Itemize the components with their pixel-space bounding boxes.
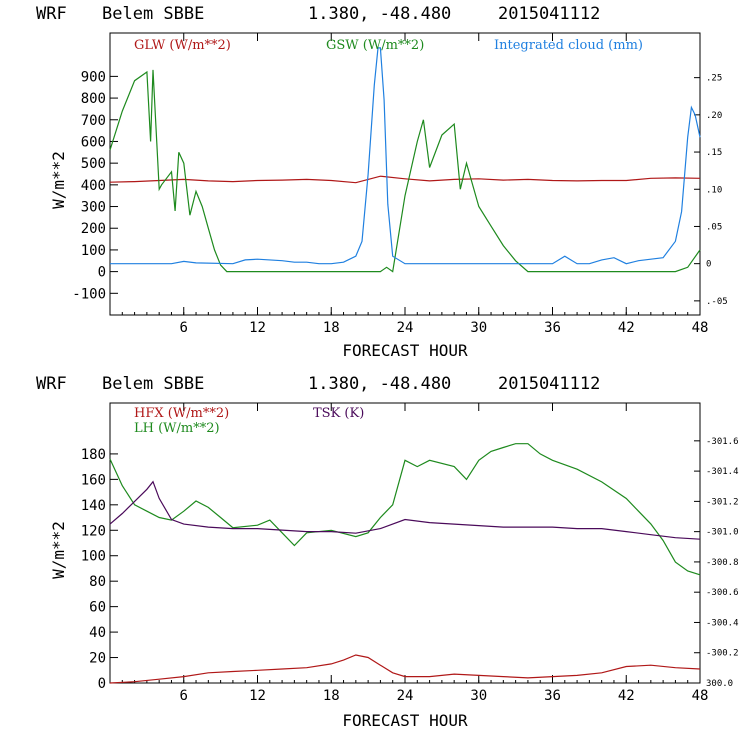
y-tick-label: 80 bbox=[89, 574, 106, 590]
panel1-ylabel: W/m**2 bbox=[49, 151, 68, 209]
y-tick-label: 100 bbox=[81, 549, 106, 565]
y-tick-label: 700 bbox=[81, 113, 106, 129]
plot-frame bbox=[109, 32, 701, 316]
y-tick-label: 200 bbox=[81, 221, 106, 237]
panel2-header: WRF Belem SBBE 1.380, -48.480 2015041112 bbox=[36, 374, 600, 394]
legend-lh: LH (W/m**2) bbox=[134, 421, 220, 436]
legend-hfx: HFX (W/m**2) bbox=[134, 406, 229, 421]
panel2-xlabel: FORECAST HOUR bbox=[342, 711, 468, 730]
panel1-legend: GLW (W/m**2) GSW (W/m**2) Integrated clo… bbox=[134, 38, 643, 53]
right-y-tick-label: -301.4 bbox=[706, 467, 739, 477]
y-tick-label: 400 bbox=[81, 178, 106, 194]
x-tick-label: 18 bbox=[323, 320, 340, 336]
legend-glw: GLW (W/m**2) bbox=[134, 38, 231, 53]
x-tick-label: 24 bbox=[397, 688, 414, 704]
y-tick-label: 20 bbox=[89, 651, 106, 667]
x-tick-label: 18 bbox=[323, 688, 340, 704]
x-tick-label: 42 bbox=[618, 320, 635, 336]
right-y-tick-label: .10 bbox=[706, 185, 722, 195]
x-tick-label: 36 bbox=[544, 688, 561, 704]
right-y-tick-label: -301.0 bbox=[706, 528, 739, 538]
panel1-header: WRF Belem SBBE 1.380, -48.480 2015041112 bbox=[36, 4, 600, 24]
legend-gsw: GSW (W/m**2) bbox=[326, 38, 424, 53]
right-y-tick-label: .15 bbox=[706, 148, 722, 158]
panel1-coords: 1.380, -48.480 bbox=[308, 4, 451, 24]
series-line-1-1 bbox=[109, 69, 701, 273]
right-y-tick-label: .05 bbox=[706, 222, 722, 232]
panel1-model: WRF bbox=[36, 4, 67, 24]
x-tick-label: 12 bbox=[249, 320, 266, 336]
panel2-ylabel: W/m**2 bbox=[49, 521, 68, 579]
right-y-tick-label: -300.4 bbox=[706, 618, 739, 628]
y-tick-label: -100 bbox=[72, 286, 106, 302]
y-tick-label: 800 bbox=[81, 91, 106, 107]
y-tick-label: 300 bbox=[81, 200, 106, 216]
y-tick-label: 600 bbox=[81, 134, 106, 150]
series-line-1-0 bbox=[109, 175, 701, 184]
right-y-tick-label: -300.2 bbox=[706, 649, 739, 659]
legend-integrated-cloud: Integrated cloud (mm) bbox=[494, 38, 643, 53]
x-tick-label: 24 bbox=[397, 320, 414, 336]
right-y-tick-label: -300.6 bbox=[706, 588, 739, 598]
panel2-station: Belem SBBE bbox=[102, 374, 204, 394]
right-y-tick-label: .-05 bbox=[706, 297, 728, 307]
x-tick-label: 6 bbox=[180, 320, 188, 336]
legend-tsk: TSK (K) bbox=[313, 406, 364, 421]
y-tick-label: 180 bbox=[81, 447, 106, 463]
right-y-tick-label: -300.8 bbox=[706, 558, 739, 568]
series-line-2-0 bbox=[109, 654, 701, 684]
y-tick-label: 0 bbox=[98, 676, 106, 692]
right-y-tick-label: -301.6 bbox=[706, 437, 739, 447]
panel2-model: WRF bbox=[36, 374, 67, 394]
series-line-1-2 bbox=[110, 47, 701, 265]
panel2-date: 2015041112 bbox=[498, 374, 600, 394]
x-tick-label: 30 bbox=[470, 688, 487, 704]
y-tick-label: 0 bbox=[98, 265, 106, 281]
y-tick-label: 100 bbox=[81, 243, 106, 259]
x-tick-label: 48 bbox=[692, 688, 709, 704]
x-tick-label: 48 bbox=[692, 320, 709, 336]
y-tick-label: 40 bbox=[89, 625, 106, 641]
right-y-tick-label: -301.2 bbox=[706, 497, 739, 507]
panel2-chart: 6 12 18 24 30 36 42 48 0 20 40 60 80 100 120 140 160 180 3… bbox=[81, 402, 739, 704]
y-tick-label: 120 bbox=[81, 523, 106, 539]
right-y-tick-label: 0 bbox=[706, 260, 711, 270]
panel1-xlabel: FORECAST HOUR bbox=[342, 341, 468, 360]
panel1-station: Belem SBBE bbox=[102, 4, 204, 24]
y-tick-label: 60 bbox=[89, 600, 106, 616]
x-tick-label: 30 bbox=[470, 320, 487, 336]
right-y-tick-label: 300.0 bbox=[706, 679, 733, 689]
panel1-date: 2015041112 bbox=[498, 4, 600, 24]
panel2-coords: 1.380, -48.480 bbox=[308, 374, 451, 394]
x-tick-label: 12 bbox=[249, 688, 266, 704]
y-tick-label: 160 bbox=[81, 472, 106, 488]
panel1-chart: 6 12 18 24 30 36 42 48 -100 0 100 200 300 400 500 600 70… bbox=[72, 32, 728, 336]
plot-frame bbox=[109, 402, 701, 684]
x-tick-label: 6 bbox=[180, 688, 188, 704]
x-tick-label: 42 bbox=[618, 688, 635, 704]
series-line-2-1 bbox=[109, 443, 701, 576]
right-y-tick-label: .20 bbox=[706, 111, 722, 121]
right-y-tick-label: .25 bbox=[706, 74, 722, 84]
panel2-legend: HFX (W/m**2) LH (W/m**2) TSK (K) bbox=[134, 406, 364, 436]
y-tick-label: 500 bbox=[81, 156, 106, 172]
y-tick-label: 140 bbox=[81, 498, 106, 514]
x-tick-label: 36 bbox=[544, 320, 561, 336]
y-tick-label: 900 bbox=[81, 69, 106, 85]
series-line-2-2 bbox=[109, 480, 701, 540]
